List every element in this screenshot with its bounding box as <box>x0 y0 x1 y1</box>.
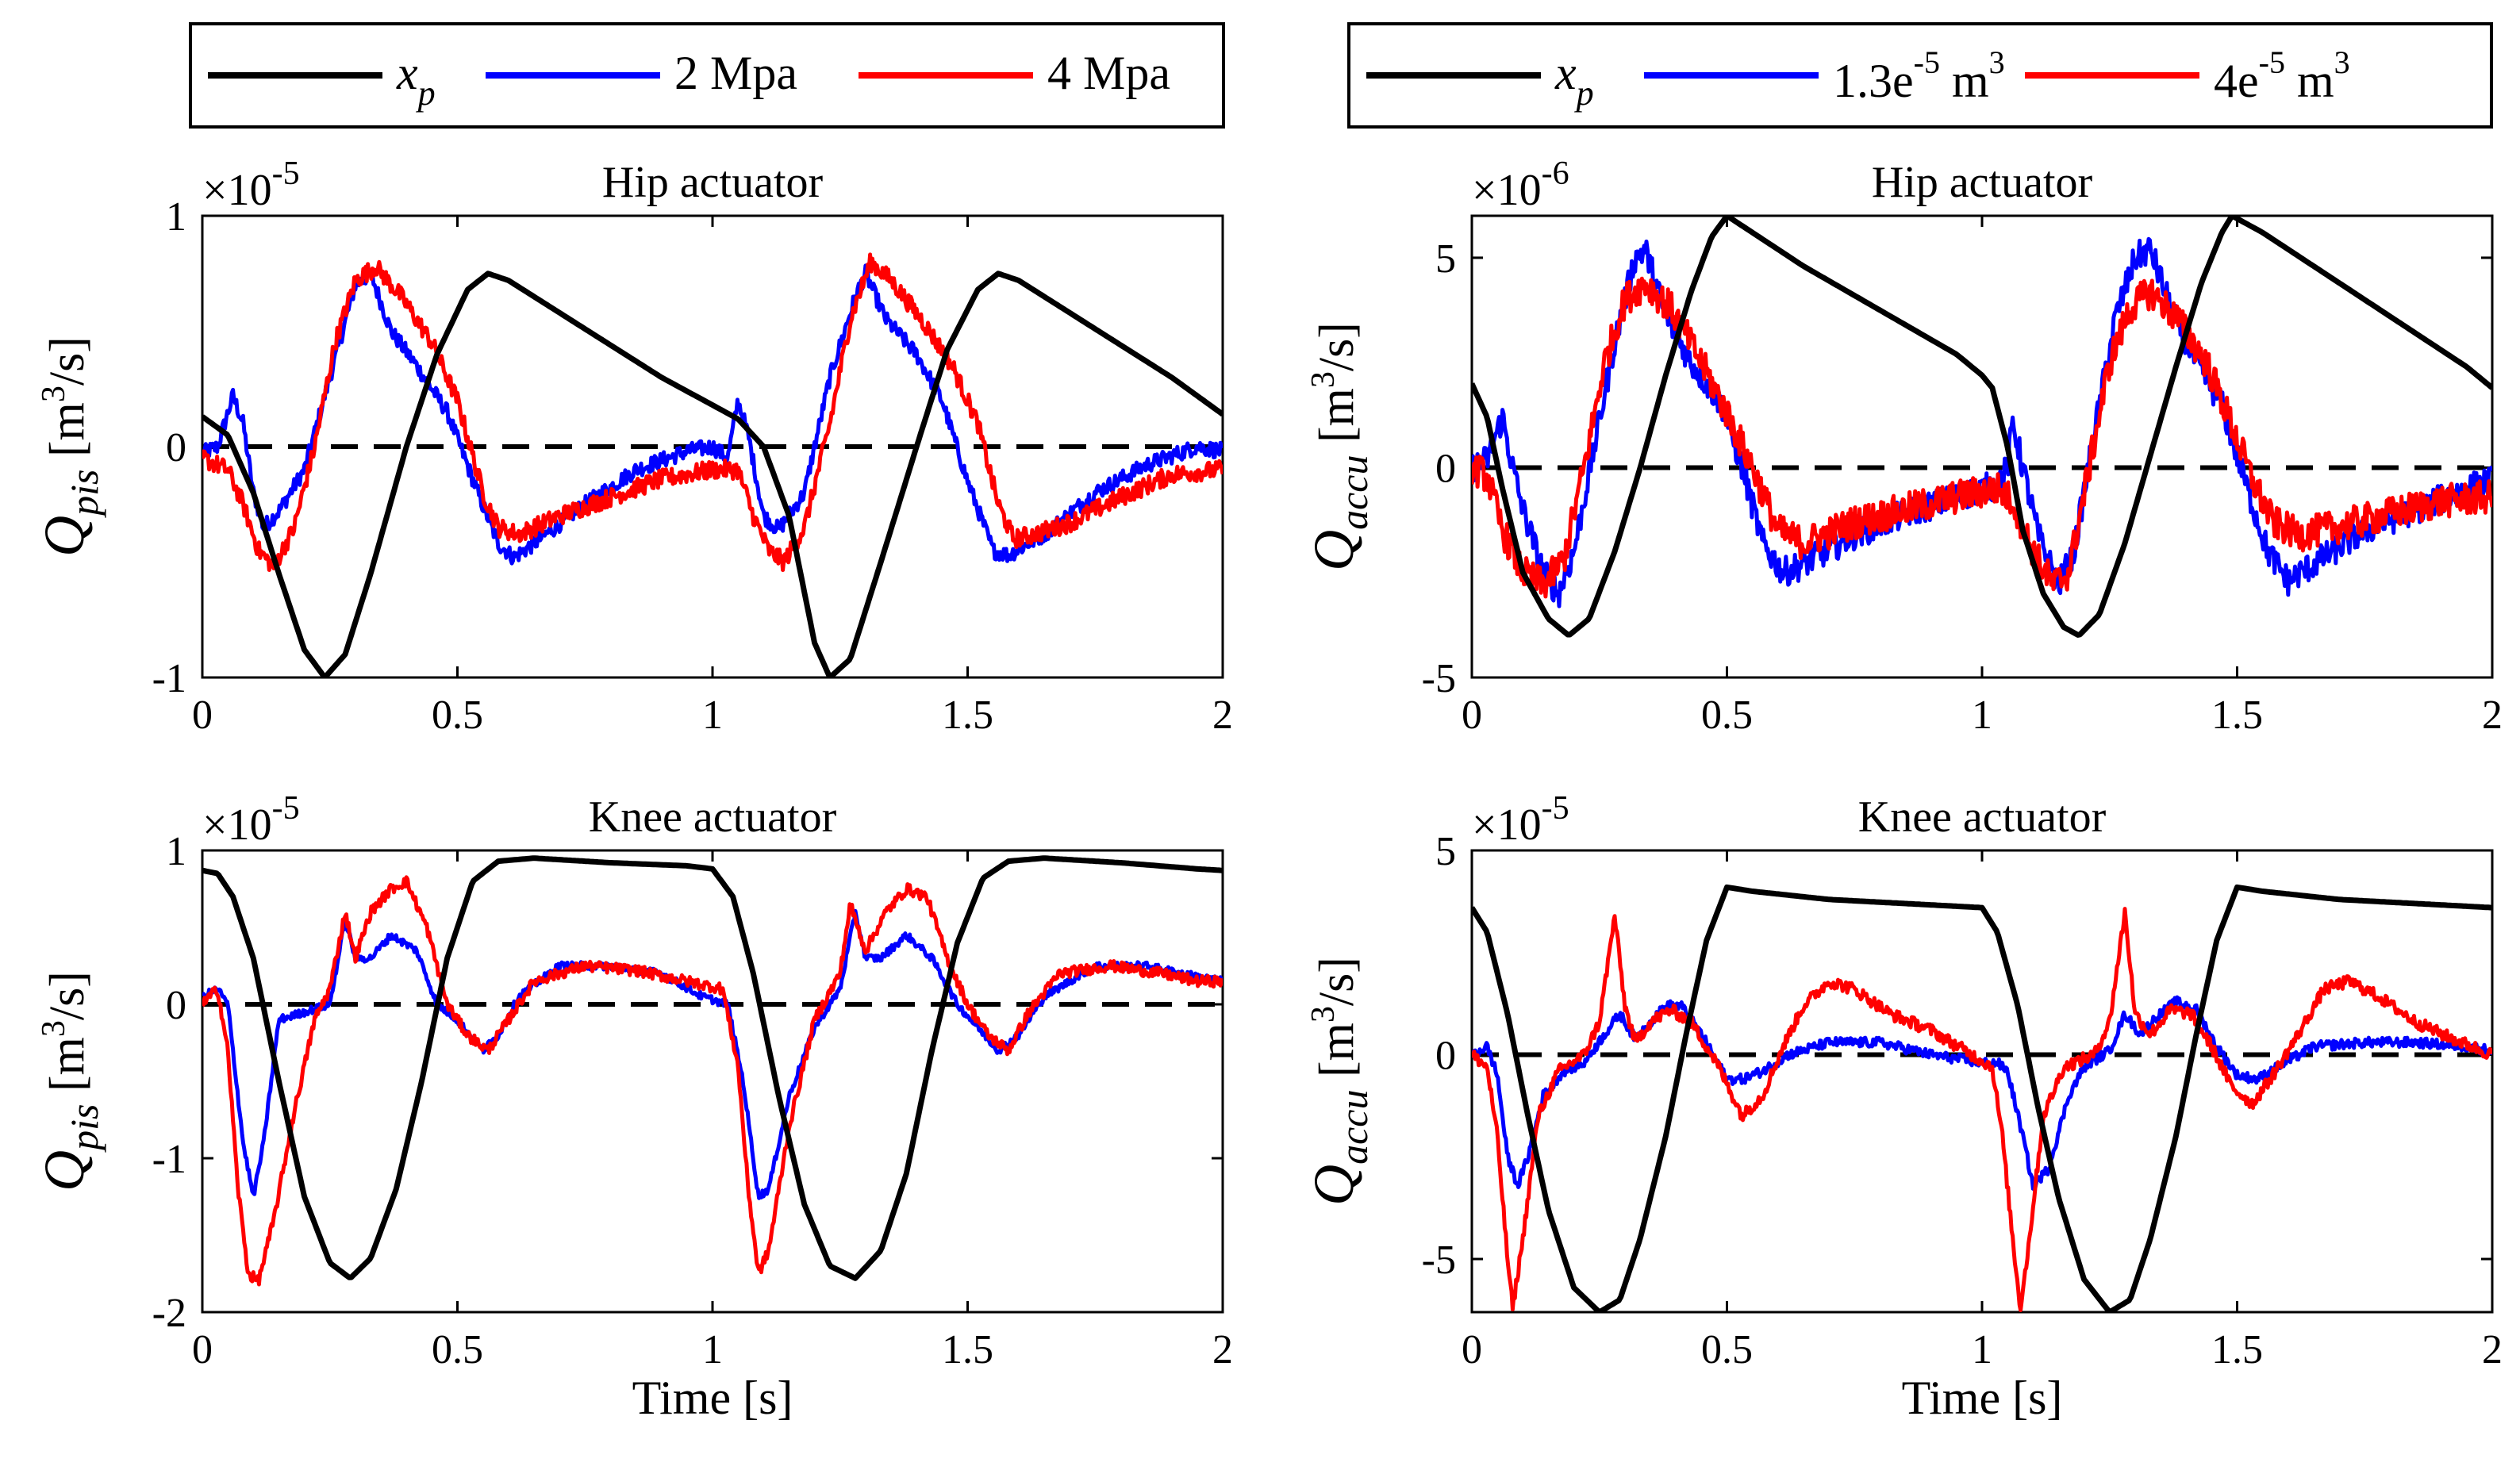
series-line-x-p <box>202 855 1223 1281</box>
x-tick-label: 1 <box>702 1327 723 1372</box>
y-tick-label: -1 <box>152 656 186 701</box>
x-tick-label: 0.5 <box>1701 1327 1753 1372</box>
x-tick-label: 1.5 <box>942 1327 993 1372</box>
series-line-x-p <box>1472 216 2492 638</box>
y-tick-label: 0 <box>166 425 186 470</box>
axis-multiplier: ×10-6 <box>1472 155 1569 215</box>
legend-right-label-xp: xp <box>1554 47 1594 113</box>
x-tick-label: 1.5 <box>2211 693 2263 738</box>
y-tick-label: -5 <box>1422 1238 1456 1283</box>
x-tick-label: 0.5 <box>432 693 483 738</box>
series-line-4e-5-m3 <box>1472 907 2492 1312</box>
y-axis-label: Qaccu [m3/s] <box>1302 957 1376 1206</box>
x-tick-label: 0 <box>1462 693 1482 738</box>
series-line-x-p <box>202 271 1223 677</box>
legend-left-label-b: 4 Mpa <box>1047 47 1170 99</box>
x-tick-label: 2 <box>2482 1327 2503 1372</box>
chart-title: Hip actuator <box>1872 158 2093 207</box>
x-tick-label: 1.5 <box>2211 1327 2263 1372</box>
y-tick-label: -1 <box>152 1137 186 1182</box>
chart-panel-3: 0 0.5 1 1.5 2 -2 -1 0 1 ×10-5 Knee actuator Time [s… <box>33 790 1233 1424</box>
x-tick-label: 0.5 <box>1701 693 1753 738</box>
y-axis-label: Qpis [m3/s] <box>33 336 106 557</box>
series-line-1-3e-5-m3 <box>1472 995 2492 1191</box>
x-tick-label: 0.5 <box>432 1327 483 1372</box>
axis-multiplier: ×10-5 <box>1472 790 1569 850</box>
y-axis-label: Qpis [m3/s] <box>33 971 106 1192</box>
y-tick-label: -5 <box>1422 656 1456 701</box>
series-line-4-mpa <box>202 252 1223 572</box>
series-line-x-p <box>1472 884 2492 1312</box>
y-axis-label: Qaccu [m3/s] <box>1302 322 1376 571</box>
y-tick-label: 0 <box>166 983 186 1028</box>
x-tick-label: 0 <box>1462 1327 1482 1372</box>
series-line-2-mpa <box>202 908 1223 1200</box>
x-tick-label: 1 <box>1972 1327 1992 1372</box>
x-tick-label: 0 <box>192 693 213 738</box>
axis-multiplier: ×10-5 <box>202 790 300 850</box>
chart-title: Hip actuator <box>602 158 824 207</box>
y-tick-label: 0 <box>1435 446 1456 491</box>
legend-left-label-xp: xp <box>396 47 436 113</box>
axes-box <box>201 849 1224 1314</box>
x-tick-label: 2 <box>1212 693 1233 738</box>
legend-right-label-a: 1.3e-5 m3 <box>1833 44 2005 107</box>
axis-multiplier: ×10-5 <box>202 155 300 215</box>
chart-title: Knee actuator <box>1858 793 2107 842</box>
x-axis-label: Time [s] <box>632 1372 793 1424</box>
x-tick-label: 1 <box>1972 693 1992 738</box>
y-tick-label: 0 <box>1435 1034 1456 1079</box>
y-tick-label: 1 <box>166 194 186 240</box>
axes-box <box>1470 849 2494 1314</box>
x-tick-label: 2 <box>2482 693 2503 738</box>
chart-title: Knee actuator <box>589 793 837 842</box>
series-line-4e-5-m3 <box>1472 276 2492 599</box>
x-tick-label: 1 <box>702 693 723 738</box>
x-axis-label: Time [s] <box>1902 1372 2063 1424</box>
x-tick-label: 1.5 <box>942 693 993 738</box>
legend-left-label-a: 2 Mpa <box>674 47 797 99</box>
y-tick-label: 5 <box>1435 829 1456 874</box>
series-line-4-mpa <box>202 875 1223 1287</box>
legend-right: xp 1.3e-5 m3 4e-5 m3 <box>1347 22 2493 129</box>
y-tick-label: 5 <box>1435 236 1456 282</box>
legend-right-label-b: 4e-5 m3 <box>2214 44 2350 107</box>
series-line-1-3e-5-m3 <box>1472 236 2492 608</box>
x-tick-label: 0 <box>192 1327 213 1372</box>
y-tick-label: -2 <box>152 1291 186 1336</box>
y-tick-label: 1 <box>166 829 186 874</box>
x-tick-label: 2 <box>1212 1327 1233 1372</box>
legend-left: xp 2 Mpa 4 Mpa <box>189 22 1225 129</box>
